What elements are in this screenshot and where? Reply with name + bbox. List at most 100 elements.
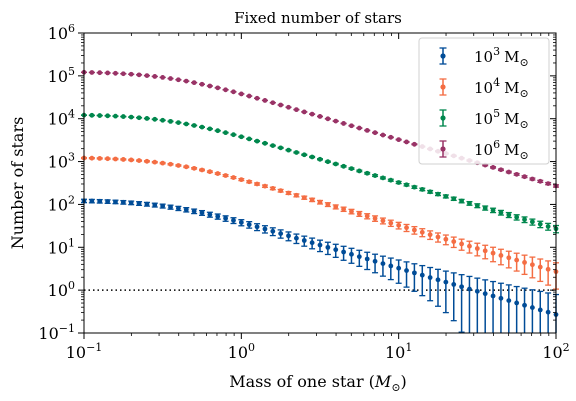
- data-point: [372, 130, 378, 136]
- data-point: [325, 202, 331, 207]
- data-point: [168, 76, 173, 81]
- y-tick-label: 101: [48, 236, 75, 257]
- data-point: [451, 196, 457, 202]
- data-point: [372, 216, 378, 221]
- y-tick-label-exponent: 1: [68, 236, 75, 249]
- data-point: [333, 247, 339, 253]
- data-point: [168, 204, 173, 210]
- data-point: [294, 150, 299, 155]
- data-point: [514, 300, 520, 306]
- legend-marker-dot: [440, 146, 446, 152]
- data-point: [301, 238, 307, 243]
- data-point: [223, 173, 228, 178]
- data-point: [364, 127, 370, 133]
- data-point: [254, 224, 260, 230]
- data-point: [136, 201, 142, 206]
- x-axis-label-m: M: [374, 372, 392, 391]
- data-point: [207, 212, 213, 217]
- data-point: [128, 71, 134, 77]
- data-point: [467, 243, 472, 249]
- data-point: [467, 200, 472, 206]
- data-point: [152, 202, 158, 208]
- data-point: [246, 179, 252, 185]
- data-point: [364, 170, 370, 176]
- data-point: [522, 217, 527, 222]
- legend-label-sun: ⊙: [519, 56, 528, 69]
- data-point: [301, 152, 307, 158]
- data-point: [396, 137, 402, 143]
- data-point: [223, 130, 228, 136]
- y-tick-label-exponent: 4: [68, 108, 75, 121]
- data-point: [349, 209, 354, 214]
- x-tick-label: 101: [385, 341, 412, 362]
- data-point: [246, 222, 252, 228]
- data-point: [207, 126, 213, 132]
- data-point: [356, 211, 362, 217]
- legend-marker-dot: [440, 84, 446, 90]
- data-point: [231, 175, 236, 180]
- data-point: [388, 134, 394, 140]
- data-point: [459, 241, 465, 247]
- data-point: [317, 156, 323, 162]
- legend-marker-dot: [440, 115, 446, 121]
- data-point: [223, 215, 228, 221]
- data-point: [388, 177, 394, 183]
- data-point: [105, 199, 111, 204]
- data-point: [506, 212, 512, 218]
- data-point: [160, 160, 166, 166]
- data-point: [183, 121, 189, 127]
- legend-label-unit: M: [504, 48, 519, 66]
- data-point: [136, 158, 142, 163]
- data-point: [325, 159, 331, 165]
- data-point: [238, 91, 244, 97]
- data-point: [191, 80, 197, 86]
- data-point: [467, 286, 472, 292]
- data-point: [474, 203, 480, 209]
- data-point: [286, 147, 291, 153]
- data-point: [120, 157, 126, 162]
- legend-label-exponent: 3: [493, 45, 500, 58]
- data-point: [537, 264, 543, 270]
- data-point: [231, 217, 236, 223]
- data-point: [537, 221, 543, 227]
- data-point: [333, 204, 339, 210]
- y-tick-label: 10−1: [38, 322, 75, 343]
- data-point: [294, 235, 299, 241]
- data-point: [412, 270, 417, 276]
- data-point: [443, 193, 449, 199]
- legend-label-base: 10: [474, 141, 493, 159]
- data-point: [412, 227, 417, 233]
- data-point: [144, 116, 150, 121]
- data-point: [128, 114, 134, 120]
- y-tick-label-exponent: 3: [68, 151, 75, 164]
- legend-item-1: 103 M⊙: [439, 45, 529, 69]
- data-point: [349, 166, 354, 172]
- y-tick-label-exponent: 6: [68, 22, 75, 35]
- y-tick-label-exponent: 5: [68, 65, 75, 78]
- data-point: [317, 199, 323, 205]
- data-point: [404, 268, 409, 273]
- data-point: [207, 169, 213, 175]
- data-point: [419, 272, 425, 278]
- data-point: [364, 213, 370, 219]
- data-point: [136, 72, 142, 78]
- data-point: [490, 165, 496, 170]
- data-point: [270, 100, 276, 106]
- data-point: [286, 233, 291, 239]
- legend: 103 M⊙104 M⊙105 M⊙106 M⊙: [418, 37, 550, 165]
- y-tick-label-exponent: 0: [68, 279, 75, 292]
- y-tick-label: 103: [48, 151, 75, 172]
- legend-label-unit: M: [504, 141, 519, 159]
- data-point: [490, 250, 496, 256]
- legend-label-base: 10: [474, 79, 493, 97]
- legend-label-exponent: 5: [493, 107, 500, 120]
- data-point: [522, 259, 527, 265]
- data-point: [254, 95, 260, 101]
- data-point: [482, 205, 488, 211]
- data-point: [412, 141, 417, 147]
- data-point: [514, 214, 520, 220]
- data-point: [246, 93, 252, 99]
- data-point: [97, 198, 103, 204]
- data-point: [404, 225, 409, 231]
- data-point: [262, 140, 268, 146]
